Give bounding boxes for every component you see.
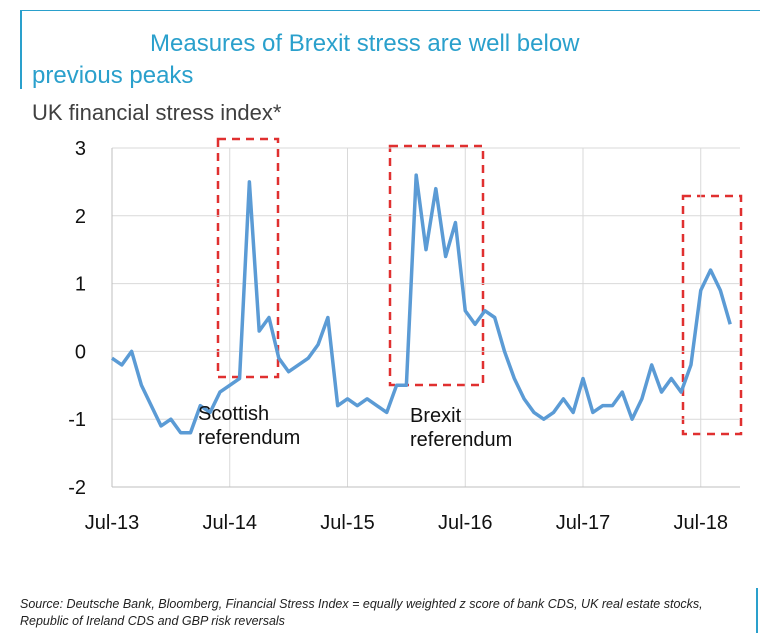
x-tick-label: Jul-16 bbox=[438, 512, 492, 534]
chart-title: Measures of Brexit stress are well below… bbox=[32, 30, 580, 89]
x-tick-label: Jul-14 bbox=[203, 512, 257, 534]
annotation: Scottish referendum bbox=[198, 403, 300, 449]
y-tick-label: 0 bbox=[75, 341, 86, 363]
highlight-box bbox=[388, 144, 485, 387]
y-tick-label: -2 bbox=[68, 477, 86, 499]
y-axis-label: UK financial stress index* bbox=[32, 100, 282, 125]
x-tick-label: Jul-18 bbox=[674, 512, 728, 534]
y-tick-label: -1 bbox=[68, 409, 86, 431]
annotation: Brexit referendum bbox=[410, 405, 512, 451]
y-tick-label: 3 bbox=[75, 138, 86, 160]
line-series bbox=[111, 173, 732, 435]
x-tick-label: Jul-15 bbox=[320, 512, 374, 534]
x-tick-label: Jul-13 bbox=[85, 512, 139, 534]
highlight-box bbox=[681, 194, 743, 436]
y-tick-label: 2 bbox=[75, 206, 86, 228]
x-tick-label: Jul-17 bbox=[556, 512, 610, 534]
chart: -2 -1 0 1 2 3 Jul-13 Jul-14 Jul-15 Jul-16 Jul-17 Ju… bbox=[68, 137, 743, 534]
highlight-box bbox=[216, 137, 280, 379]
source-bar bbox=[756, 588, 758, 633]
source-note: Source: Deutsche Bank, Bloomberg, Financ… bbox=[20, 597, 703, 628]
y-tick-label: 1 bbox=[75, 274, 86, 296]
title-frame bbox=[20, 10, 760, 89]
